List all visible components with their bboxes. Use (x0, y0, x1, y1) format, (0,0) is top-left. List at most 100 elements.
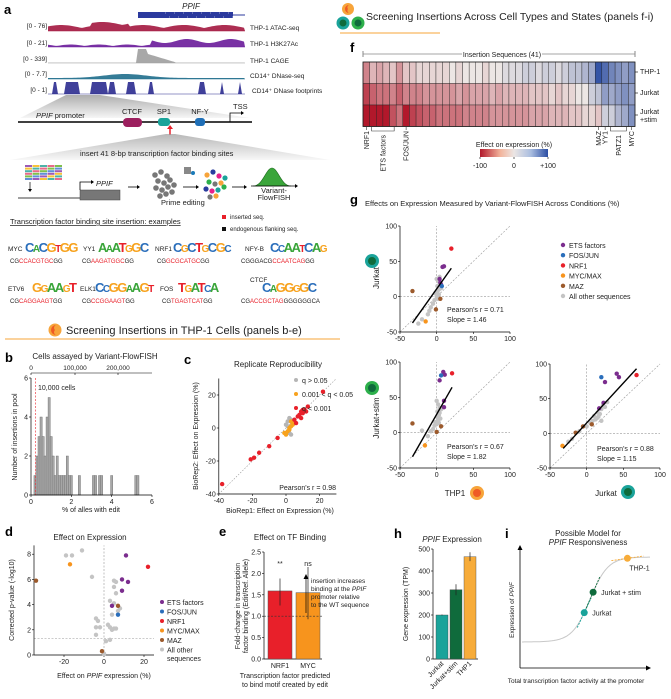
chart-title: Cells assayed by Variant-FlowFISH (32, 352, 157, 361)
heatmap-cell (575, 61, 583, 84)
top-tick-label: 200,000 (106, 365, 130, 372)
data-point (292, 417, 297, 422)
motif-tf-label: NFY-B (245, 246, 264, 253)
heatmap-cell (376, 83, 384, 106)
heatmap-cell (429, 61, 437, 84)
model-point (623, 554, 631, 562)
library-block (32, 170, 40, 173)
heatmap-cell (614, 104, 622, 127)
data-point (293, 420, 299, 426)
library-block (55, 165, 62, 167)
data-point (275, 435, 280, 441)
data-point (425, 434, 431, 439)
heatmap-cell (535, 104, 543, 127)
logo-letter: A (132, 280, 142, 295)
data-point (437, 276, 442, 282)
heatmap-cell (502, 61, 510, 84)
library-block (25, 172, 32, 175)
logo-letter: G (276, 280, 286, 295)
edited-cells-icon (203, 169, 228, 200)
heatmap-cell (621, 83, 629, 106)
workflow: PPIF Prime editing Variant- FlowFISH (18, 165, 298, 207)
cell (163, 191, 169, 197)
legend-marker (160, 609, 164, 614)
logo-letter: G (293, 284, 301, 295)
y-tick-label: 50 (389, 259, 397, 266)
cell (164, 173, 170, 179)
legend-marker (160, 647, 164, 652)
annotation-line: binding at the PPIF (311, 586, 367, 593)
data-point (602, 379, 608, 385)
heatmap-cell (435, 104, 443, 127)
legend-label: 0.001 < q < 0.05 (302, 392, 353, 399)
legend-label: q > 0.05 (302, 378, 328, 385)
motif-sequence: CGGGACGCCAATCAGGG (241, 259, 315, 265)
site-label: CTCF (122, 107, 142, 116)
x-tick-label: 0 (435, 472, 439, 479)
x-tick-label: 100 (504, 472, 516, 479)
heatmap-cell (369, 83, 377, 106)
data-point (602, 404, 608, 410)
y-tick-label: 0 (543, 431, 547, 438)
y-tick-label: 0 (212, 426, 216, 433)
data-point (95, 618, 101, 624)
heatmap-cell (409, 61, 417, 84)
heatmap-cell (415, 83, 423, 106)
logo-letter: G (41, 284, 49, 295)
logo-letter: G (216, 240, 226, 255)
legend-label: NRF1 (167, 619, 185, 626)
heatmap-cell (594, 61, 603, 84)
legend-marker (160, 638, 164, 642)
y-tick-label: -20 (206, 459, 216, 466)
data-point (436, 292, 442, 297)
stat-label: Pearson's r = 0.71 (447, 307, 504, 314)
x-tick-label: -50 (395, 336, 405, 343)
y-axis-label: Number of insertions in pool (12, 393, 19, 481)
data-point (441, 405, 447, 410)
scatter-subplot: -50 0 50 100 -50 0 50 100 Pearson's r = 0.71 Slop… (385, 224, 516, 344)
logo-letter: G (68, 240, 78, 255)
heatmap-cell (541, 83, 549, 106)
legend-label: sequences (167, 656, 201, 663)
gene-body-icon (79, 189, 121, 201)
data-point (449, 246, 454, 251)
logo-letter: G (184, 284, 192, 295)
data-point (434, 398, 439, 404)
heatmap-cell (455, 61, 463, 84)
x-axis-label: Transcription factor predicted (240, 673, 330, 680)
sequence-part: CG (241, 299, 250, 305)
legend-label: ETS factors (167, 600, 204, 607)
cell (207, 194, 213, 200)
data-point (432, 423, 437, 428)
data-point (283, 432, 289, 437)
across-header: Screening Insertions Across Cell Types a… (336, 3, 660, 34)
heatmap-cell (502, 104, 510, 127)
data-point (441, 264, 447, 269)
identity-line (399, 361, 511, 469)
data-point (442, 372, 447, 377)
heatmap-cell (548, 104, 556, 127)
heatmap-cell (389, 83, 397, 106)
y-axis-label: factor binding (Edit/Ref. Allele) (243, 559, 250, 653)
heatmap-cell (475, 61, 483, 84)
track-name: THP-1 H3K27Ac (250, 41, 299, 48)
heatmap-cell (601, 61, 609, 84)
sequence-part: ACCGCTAG (250, 299, 284, 305)
logo-letter: G (63, 284, 71, 295)
motif-tf-label: NRF1 (155, 246, 172, 253)
text-part: expression (%) (102, 673, 151, 680)
track-name: CD14⁺ DNase footprints (252, 88, 323, 95)
promoter-label: PPIF promoter (36, 111, 85, 120)
logo-letter: A (112, 240, 122, 255)
sequence-part: GG (125, 259, 135, 265)
y-tick-label: 1.0 (251, 614, 261, 621)
logo-letter: C (173, 240, 183, 255)
chart-b: Cells assayed by Variant-FlowFISH 0 100,00… (12, 352, 158, 514)
thp1-cell-icon-nucleus (473, 489, 481, 497)
inserted-swatch (222, 215, 226, 219)
motif-sequence: CGCAGGAAGTGG (10, 299, 63, 305)
x-tick-label: -20 (59, 659, 69, 666)
sequence-part: CG (162, 299, 171, 305)
